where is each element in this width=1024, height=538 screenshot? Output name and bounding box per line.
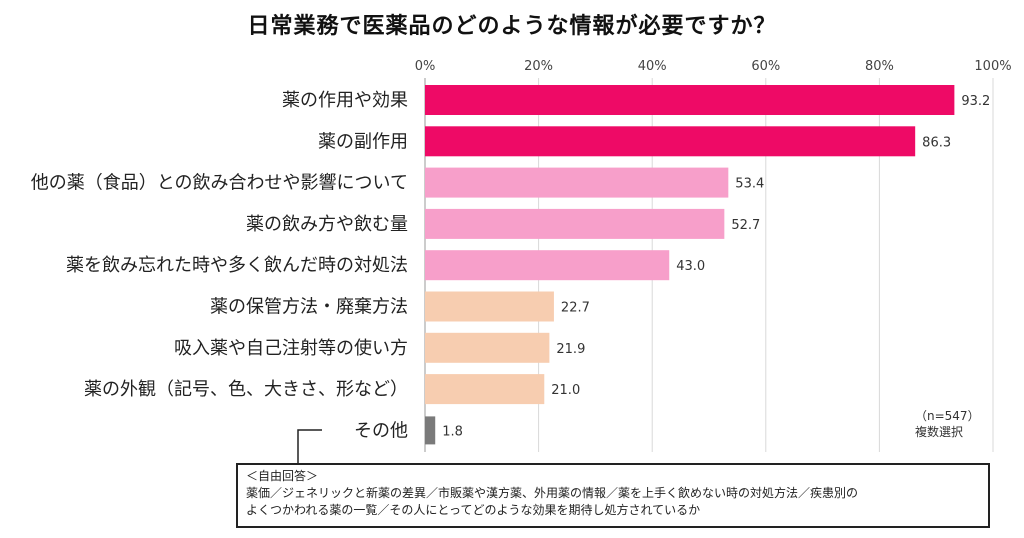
bar: [425, 374, 545, 405]
bar: [425, 332, 550, 363]
free-answer-line-1: 薬価／ジェネリックと新薬の差異／市販薬や漢方薬、外用薬の情報／薬を上手く飲めない…: [246, 486, 859, 500]
category-label: 他の薬（食品）との飲み合わせや影響について: [31, 173, 408, 194]
bar: [425, 85, 955, 115]
category-labels: 薬の作用や効果薬の副作用他の薬（食品）との飲み合わせや影響について薬の飲み方や飲…: [31, 90, 408, 441]
bars: [425, 85, 955, 445]
category-label: 薬の副作用: [318, 131, 408, 152]
category-label: 薬の飲み方や飲む量: [246, 214, 408, 235]
category-label: 薬を飲み忘れた時や多く飲んだ時の対処法: [66, 255, 408, 276]
x-tick-label: 40%: [638, 59, 667, 74]
value-label: 43.0: [676, 259, 705, 274]
category-label: 薬の作用や効果: [282, 90, 408, 111]
value-label: 86.3: [922, 135, 951, 150]
bar: [425, 291, 554, 322]
free-answer-heading: ＜自由回答＞: [246, 469, 319, 483]
value-label: 21.9: [556, 342, 585, 357]
bar: [425, 416, 436, 445]
bar: [425, 126, 916, 157]
value-label: 52.7: [731, 218, 760, 233]
x-tick-label: 60%: [751, 59, 780, 74]
free-answer-box: ＜自由回答＞ 薬価／ジェネリックと新薬の差異／市販薬や漢方薬、外用薬の情報／薬を…: [236, 463, 990, 528]
x-tick-label: 80%: [865, 59, 894, 74]
category-label: 薬の保管方法・廃棄方法: [210, 297, 408, 318]
category-label: その他: [354, 420, 408, 441]
value-label: 22.7: [561, 301, 590, 316]
value-label: 21.0: [551, 383, 580, 398]
value-label: 1.8: [442, 424, 463, 439]
x-tick-label: 0%: [415, 59, 436, 74]
bar: [425, 208, 725, 239]
sample-size: （n=547）: [915, 409, 980, 423]
free-answer-line-2: よくつかわれる薬の一覧／その人にとってどのような効果を期待し処方されているか: [246, 503, 701, 517]
x-tick-label: 100%: [974, 59, 1011, 74]
sample-note: （n=547） 複数選択: [915, 408, 980, 440]
bar: [425, 167, 729, 198]
selection-method: 複数選択: [915, 425, 964, 439]
value-label: 53.4: [735, 177, 764, 192]
value-label: 93.2: [961, 94, 990, 109]
category-label: 吸入薬や自己注射等の使い方: [174, 338, 408, 359]
chart-title: 日常業務で医薬品のどのような情報が必要ですか？: [247, 14, 777, 39]
x-tick-label: 20%: [524, 59, 553, 74]
bar: [425, 250, 670, 281]
value-labels: 93.2 86.3 53.4 52.7 43.0 22.7 21.9 21.0 1.8: [442, 94, 990, 439]
x-axis-ticks: 0% 20% 40% 60% 80% 100%: [415, 59, 1012, 74]
category-label: 薬の外観（記号、色、大きさ、形など）: [84, 379, 408, 400]
